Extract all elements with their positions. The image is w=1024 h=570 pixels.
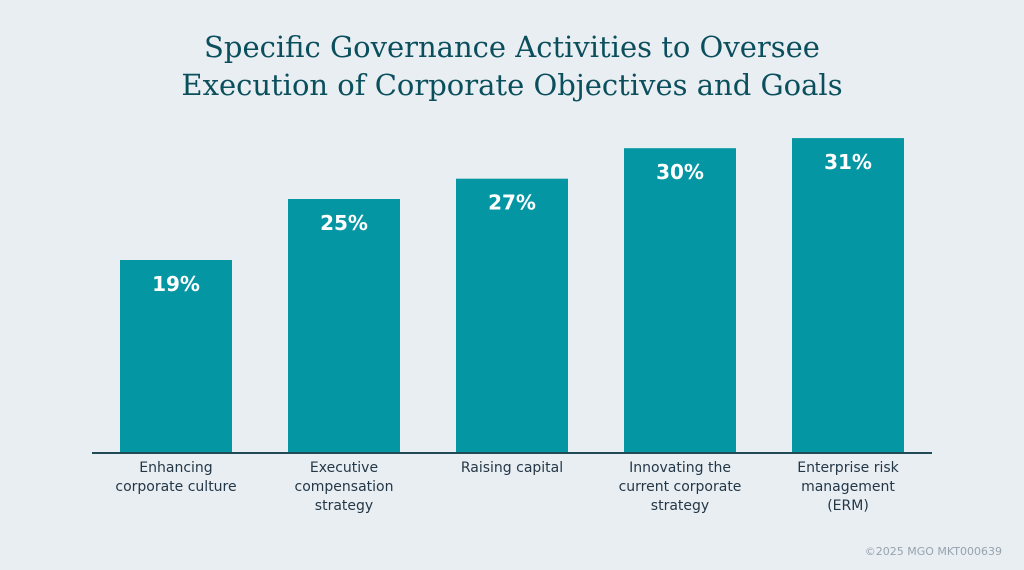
bar-1	[120, 260, 232, 453]
value-label-5: 31%	[824, 150, 872, 174]
category-label-4-line-2: current corporate	[618, 479, 742, 495]
category-label-5-line-1: Enterprise risk	[797, 460, 899, 476]
bars-group	[120, 138, 904, 453]
category-label-4-line-1: Innovating the	[629, 460, 731, 476]
value-label-4: 30%	[656, 160, 704, 184]
category-label-2-line-2: compensation	[294, 479, 394, 495]
category-label-2-line-3: strategy	[314, 498, 374, 514]
category-label-5-line-3: (ERM)	[827, 498, 869, 514]
footer-credit: ©2025 MGO MKT000639	[864, 545, 1002, 558]
category-label-1: Enhancing corporate culture	[96, 459, 256, 497]
value-labels-group: 19% 25% 27% 30% 31%	[152, 150, 872, 296]
bar-5	[792, 138, 904, 453]
category-label-5-line-2: management	[801, 479, 895, 495]
chart-title: Specific Governance Activities to Overse…	[0, 28, 1024, 104]
category-label-1-line-2: corporate culture	[115, 479, 237, 495]
value-label-2: 25%	[320, 211, 368, 235]
category-label-3: Raising capital	[432, 459, 592, 478]
category-label-2-line-1: Executive	[309, 460, 379, 476]
bar-2	[288, 199, 400, 453]
category-label-3-line-1: Raising capital	[460, 460, 564, 476]
chart-title-line-1: Specific Governance Activities to Overse…	[204, 30, 820, 64]
category-label-4-line-3: strategy	[650, 498, 710, 514]
bar-4	[624, 148, 736, 453]
category-label-4: Innovating the current corporate strategy	[600, 459, 760, 516]
value-label-3: 27%	[488, 191, 536, 215]
category-label-2: Executive compensation strategy	[264, 459, 424, 516]
value-label-1: 19%	[152, 272, 200, 296]
category-label-1-line-1: Enhancing	[139, 460, 213, 476]
category-label-5: Enterprise risk management (ERM)	[768, 459, 928, 516]
bar-3	[456, 178, 568, 453]
chart-title-line-2: Execution of Corporate Objectives and Go…	[181, 68, 843, 102]
